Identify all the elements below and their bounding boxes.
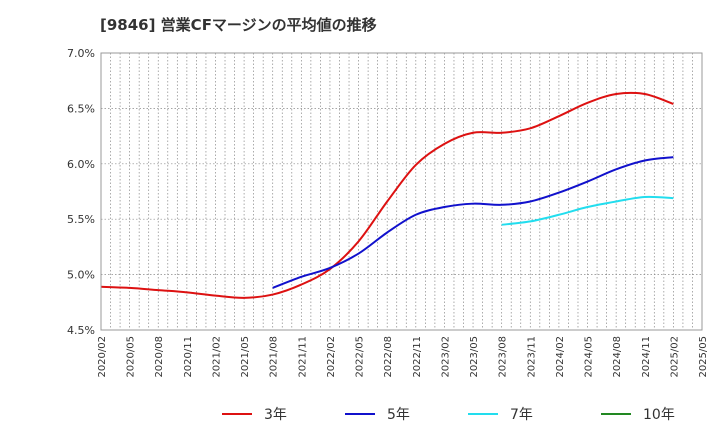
x-tick-label: 2025/02	[669, 336, 680, 378]
x-tick-label: 2024/02	[555, 336, 566, 378]
x-tick-label: 2021/05	[240, 336, 251, 378]
x-tick-label: 2020/05	[126, 336, 137, 378]
y-tick-label: 6.5%	[67, 102, 95, 115]
x-tick-label: 2022/08	[383, 336, 394, 378]
x-tick-label: 2024/08	[612, 336, 623, 378]
series-line-1	[272, 156, 674, 289]
x-tick-label: 2023/05	[469, 336, 480, 378]
x-axis: 2020/02 2020/05 2020/08 2020/11 2021/02 2021/…	[97, 336, 709, 378]
x-tick-label: 2023/08	[498, 336, 509, 378]
x-tick-label: 2022/11	[412, 336, 423, 378]
x-tick-label: 2025/05	[698, 336, 709, 378]
y-tick-label: 7.0%	[67, 47, 95, 60]
legend: 3年 5年 7年 10年	[222, 407, 675, 423]
y-tick-label: 5.0%	[67, 269, 95, 282]
x-tick-label: 2022/05	[355, 336, 366, 378]
x-tick-label: 2021/02	[211, 336, 222, 378]
x-tick-label: 2024/05	[584, 336, 595, 378]
x-tick-label: 2023/11	[526, 336, 537, 378]
plot-frame	[100, 52, 703, 331]
legend-label-0: 3年	[264, 407, 287, 423]
x-tick-label: 2021/08	[269, 336, 280, 378]
series-line-2	[501, 195, 674, 226]
series-line-0	[100, 91, 674, 299]
x-tick-label: 2020/02	[97, 336, 108, 378]
y-tick-label: 4.5%	[67, 324, 95, 337]
x-tick-label: 2023/02	[440, 336, 451, 378]
legend-label-3: 10年	[643, 407, 675, 423]
y-axis: 4.5% 5.0% 5.5% 6.0% 6.5% 7.0%	[67, 47, 95, 337]
legend-label-1: 5年	[387, 407, 410, 423]
x-tick-label: 2024/11	[641, 336, 652, 378]
y-tick-label: 6.0%	[67, 158, 95, 171]
x-tick-label: 2020/11	[183, 336, 194, 378]
x-tick-label: 2022/02	[326, 336, 337, 378]
chart-title: [9846] 営業CFマージンの平均値の推移	[100, 16, 377, 34]
y-tick-label: 5.5%	[67, 213, 95, 226]
x-tick-label: 2020/08	[154, 336, 165, 378]
x-tick-label: 2021/11	[297, 336, 308, 378]
legend-label-2: 7年	[510, 407, 533, 423]
series-lines	[100, 91, 674, 299]
